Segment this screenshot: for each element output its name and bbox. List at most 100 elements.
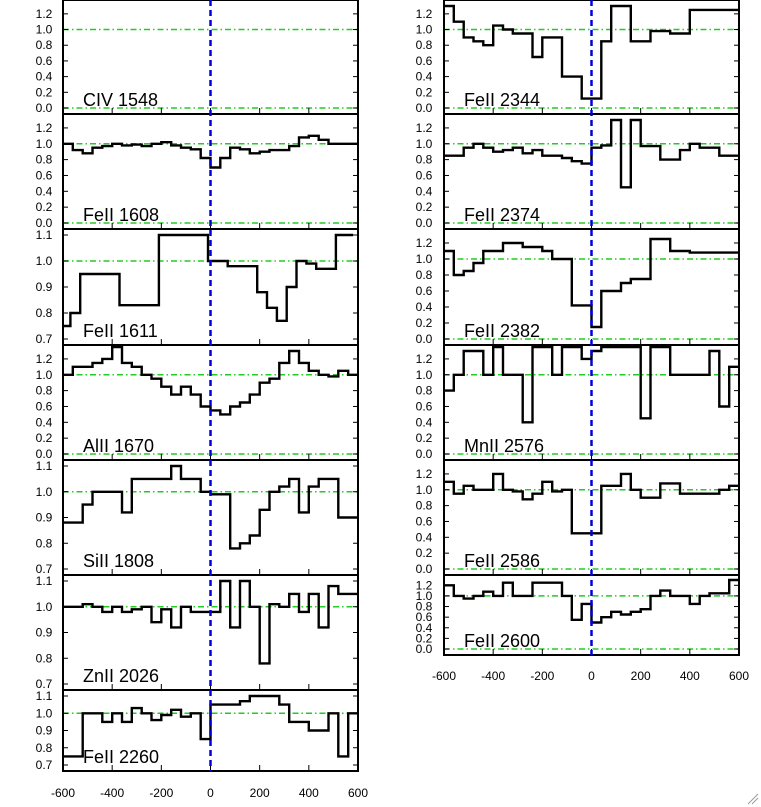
ion-label: FeII 2600 — [464, 631, 540, 651]
y-tick-label: 1.0 — [36, 600, 53, 614]
y-tick-label: 0.6 — [416, 284, 433, 298]
y-tick-label: 0.4 — [416, 70, 433, 84]
y-tick-label: 0.2 — [416, 546, 433, 560]
y-tick-label: 0.0 — [416, 101, 433, 115]
y-tick-label: 0.0 — [416, 332, 433, 346]
y-tick-label: 0.2 — [36, 431, 53, 445]
y-tick-label: 1.0 — [416, 252, 433, 266]
y-tick-label: 0.8 — [416, 38, 433, 52]
panel-civ-1548: 0.0 0.20.4 0.6 0.81.0 1.2 CIV 1548 — [36, 0, 359, 115]
y-tick-label: 0.7 — [36, 758, 53, 772]
y-tick-label: 0.6 — [416, 168, 433, 182]
x-tick-label: -200 — [149, 786, 173, 800]
panel-feii-1608: 0.0 0.2 0.4 0.60.8 1.0 1.2 FeII 1608 — [36, 113, 359, 230]
y-tick-label: 0.4 — [416, 300, 433, 314]
y-tick-label: 0.4 — [416, 415, 433, 429]
y-tick-label: 0.6 — [36, 168, 53, 182]
y-tick-label: 1.2 — [416, 121, 433, 135]
ion-label: FeII 2260 — [83, 747, 159, 767]
y-tick-label: 0.8 — [36, 38, 53, 52]
y-tick-label: 1.2 — [416, 467, 433, 481]
y-tick-label: 1.1 — [36, 689, 53, 703]
ion-label: FeII 2586 — [464, 551, 540, 571]
y-tick-label: 0.0 — [416, 642, 433, 656]
y-tick-label: 1.0 — [36, 706, 53, 720]
panel-feii-2344: 0.0 0.20.4 0.6 0.81.0 1.2 FeII 2344 — [416, 0, 740, 115]
y-tick-label: 1.0 — [36, 485, 53, 499]
x-tick-label: -600 — [432, 669, 456, 683]
spectrum-line-feii-1608 — [63, 134, 358, 169]
panel-alii-1670: 0.0 0.2 0.4 0.60.8 1.0 1.2 AlII 1670 — [36, 344, 359, 461]
y-tick-label: 1.0 — [416, 368, 433, 382]
y-tick-label: 1.0 — [36, 368, 53, 382]
panel-feii-2586: 0.0 0.2 0.4 0.60.8 1.0 1.2 FeII 2586 — [416, 459, 740, 576]
panel-feii-2382: 0.0 0.2 0.4 0.6 0.8 1.0 1.2 FeII 2382 — [416, 228, 740, 346]
y-tick-label: 0.8 — [416, 153, 433, 167]
y-tick-label: 0.4 — [36, 415, 53, 429]
spectrum-line-feii-2374 — [444, 118, 739, 189]
x-tick-label: 200 — [250, 786, 270, 800]
y-tick-label: 1.0 — [36, 23, 53, 37]
y-tick-label: 0.7 — [36, 562, 53, 576]
panel-feii-2260: 0.7 0.8 0.9 1.0 1.1 FeII 2260 — [36, 689, 359, 772]
resize-grip-icon[interactable] — [747, 793, 759, 805]
spectrum-line-siii-1808 — [63, 464, 358, 550]
x-tick-label: 0 — [588, 669, 595, 683]
ion-label: AlII 1670 — [83, 436, 154, 456]
y-tick-label: 1.0 — [36, 137, 53, 151]
y-tick-label: 1.1 — [36, 228, 53, 242]
y-tick-label: 0.2 — [416, 631, 433, 645]
ion-label: FeII 1611 — [83, 321, 158, 341]
y-tick-label: 0.6 — [416, 514, 433, 528]
y-tick-label: 0.0 — [416, 216, 433, 230]
y-tick-label: 0.9 — [36, 511, 53, 525]
y-tick-label: 0.0 — [416, 562, 433, 576]
y-tick-label: 0.0 — [416, 447, 433, 461]
y-tick-label: 0.8 — [36, 306, 53, 320]
y-tick-label: 0.6 — [36, 399, 53, 413]
y-tick-label: 1.0 — [36, 254, 53, 268]
y-tick-label: 1.0 — [416, 23, 433, 37]
y-tick-label: 0.8 — [416, 384, 433, 398]
y-tick-label: 0.8 — [36, 536, 53, 550]
spectrum-line-mnii-2576 — [444, 345, 739, 424]
y-tick-label: 1.2 — [36, 121, 53, 135]
spectrum-line-feii-2586 — [444, 472, 739, 535]
x-tick-label: 0 — [207, 786, 214, 800]
panel-feii-2600: 0.00.20.40.60.81.01.2 FeII 2600 — [416, 574, 740, 656]
y-tick-label: 1.2 — [416, 7, 433, 21]
spectrum-line-feii-2260 — [63, 694, 358, 758]
y-tick-label: 0.2 — [416, 431, 433, 445]
y-tick-label: 1.2 — [36, 7, 53, 21]
y-tick-label: 0.0 — [36, 101, 53, 115]
panel-siii-1808: 0.7 0.8 0.9 1.0 1.1 SiII 1808 — [36, 459, 359, 576]
x-tick-label: 600 — [348, 786, 368, 800]
y-tick-label: 1.1 — [36, 459, 53, 473]
y-tick-label: 0.6 — [36, 54, 53, 68]
left-x-axis-tick-labels: -600 -400 -200 0 200 400 600 — [51, 786, 368, 800]
y-tick-label: 0.2 — [36, 85, 53, 99]
ion-label: CIV 1548 — [83, 90, 158, 110]
y-tick-label: 0.7 — [36, 677, 53, 691]
spectrum-line-feii-1611 — [63, 233, 354, 328]
spectrum-line-znii-2026 — [63, 579, 358, 665]
y-tick-label: 0.2 — [416, 85, 433, 99]
panel-znii-2026: 0.7 0.8 0.9 1.0 1.1 ZnII 2026 — [36, 574, 359, 691]
panel-feii-1611: 0.7 0.8 0.9 1.0 1.1 FeII 1611 — [36, 228, 359, 346]
y-tick-label: 0.8 — [36, 384, 53, 398]
ion-label: ZnII 2026 — [83, 666, 159, 686]
y-tick-label: 0.2 — [416, 316, 433, 330]
y-tick-label: 0.9 — [36, 724, 53, 738]
y-tick-label: 0.4 — [36, 70, 53, 84]
y-tick-label: 0.6 — [416, 399, 433, 413]
y-tick-label: 0.9 — [36, 280, 53, 294]
y-tick-label: 1.0 — [416, 483, 433, 497]
y-tick-label: 0.4 — [416, 530, 433, 544]
ion-label: FeII 2382 — [464, 321, 540, 341]
y-tick-label: 1.0 — [416, 589, 433, 603]
x-tick-label: 400 — [680, 669, 700, 683]
x-tick-label: -600 — [51, 786, 75, 800]
